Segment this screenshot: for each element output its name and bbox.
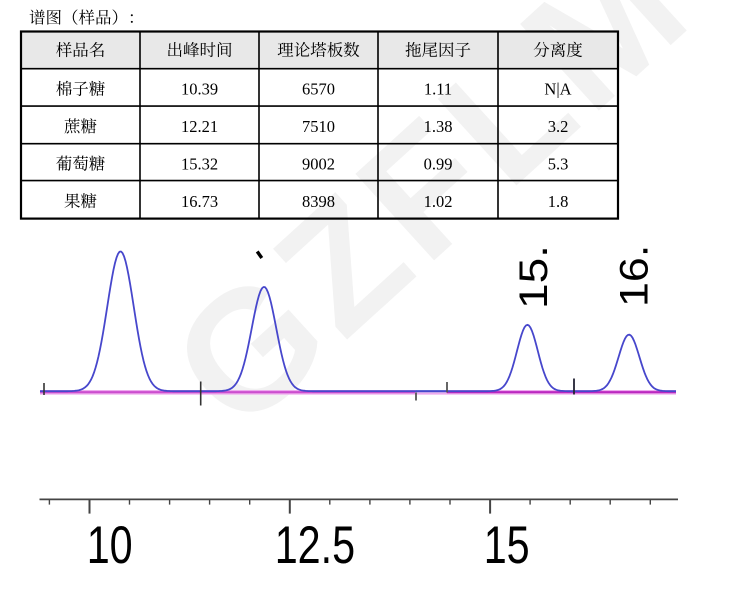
svg-text:16.73: 16.73 <box>181 192 218 211</box>
svg-text:GZFLM: GZFLM <box>137 0 726 464</box>
svg-text:1.11: 1.11 <box>424 80 452 99</box>
svg-text:1.02: 1.02 <box>424 192 453 211</box>
svg-text:15: 15 <box>484 516 530 575</box>
svg-text:15.: 15. <box>512 245 557 309</box>
svg-text:10: 10 <box>87 516 133 575</box>
svg-text:3.2: 3.2 <box>548 117 569 136</box>
svg-text:0.99: 0.99 <box>424 155 453 174</box>
svg-text:6570: 6570 <box>302 80 335 99</box>
svg-text:10.39: 10.39 <box>181 80 218 99</box>
svg-text:1.38: 1.38 <box>424 117 453 136</box>
svg-text:12.21: 12.21 <box>181 117 218 136</box>
svg-text:7510: 7510 <box>302 117 335 136</box>
svg-text:9002: 9002 <box>302 155 335 174</box>
svg-text:N|A: N|A <box>544 80 571 99</box>
svg-text:5.3: 5.3 <box>548 155 569 174</box>
svg-text:15.32: 15.32 <box>181 155 218 174</box>
svg-text:16.: 16. <box>612 245 656 307</box>
svg-text:8398: 8398 <box>302 192 335 211</box>
svg-text:1.8: 1.8 <box>548 192 569 211</box>
svg-text:12.5: 12.5 <box>275 516 355 575</box>
